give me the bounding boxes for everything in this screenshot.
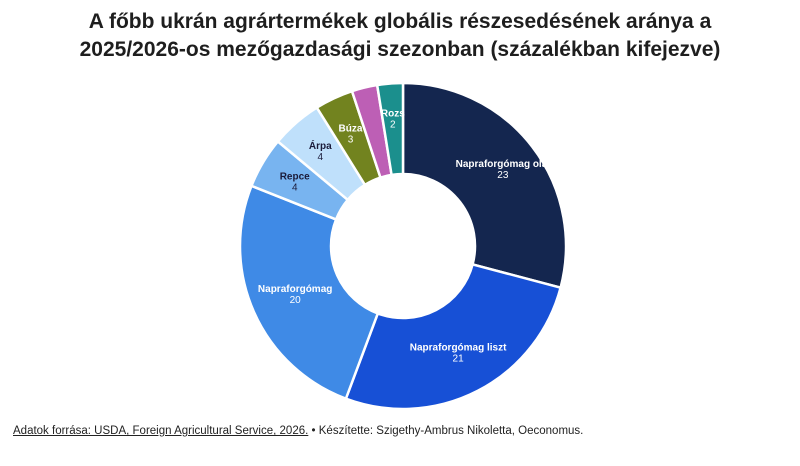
slice-value: 4 <box>292 183 298 194</box>
slice-label: Rozs <box>381 108 405 119</box>
slice-napraforgómag-liszt <box>344 262 563 411</box>
footer-separator: • <box>311 425 319 437</box>
slice-label: Búza <box>339 124 363 135</box>
chart-title-line-2: 2025/2026-os mezőgazdasági szezonban (sz… <box>79 38 721 61</box>
slice-value: 4 <box>318 152 324 163</box>
slice-value: 23 <box>497 170 509 181</box>
slice-label: Napraforgómag <box>258 284 332 295</box>
slice-value: 20 <box>290 295 302 306</box>
slice-value: 3 <box>348 135 354 146</box>
slice-label: Napraforgómag liszt <box>410 343 507 354</box>
chart-title-line-1: A főbb ukrán agrártermékek globális rész… <box>88 10 712 33</box>
slice-napraforgómag-olaj <box>401 81 568 290</box>
slice-value: 21 <box>453 354 465 365</box>
credit-text: Készítette: Szigethy-Ambrus Nikoletta, O… <box>318 425 584 437</box>
source-footer: Adatok forrása: USDA, Foreign Agricultur… <box>13 425 583 437</box>
slice-label: Napraforgómag olaj <box>456 159 551 170</box>
slice-rozs <box>375 81 405 177</box>
chart-title: A főbb ukrán agrártermékek globális rész… <box>0 8 800 64</box>
source-link[interactable]: Adatok forrása: USDA, Foreign Agricultur… <box>13 425 309 437</box>
slice-label: Árpa <box>309 139 332 152</box>
slice-label: Repce <box>280 172 310 183</box>
slice-napraforgómag <box>238 184 380 401</box>
slice-value: 2 <box>390 119 396 130</box>
